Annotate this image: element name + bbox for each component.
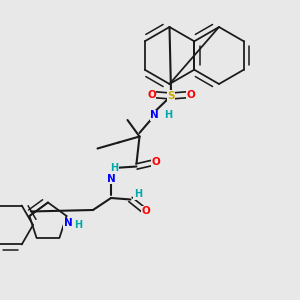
Text: H: H (110, 163, 118, 173)
Text: N: N (64, 218, 72, 229)
Text: O: O (152, 157, 160, 167)
Text: N: N (150, 110, 159, 121)
Text: H: H (164, 110, 172, 120)
Text: H: H (134, 189, 142, 199)
Text: O: O (141, 206, 150, 217)
Text: O: O (147, 89, 156, 100)
Text: S: S (167, 91, 175, 101)
Text: H: H (74, 220, 83, 230)
Text: O: O (186, 89, 195, 100)
Text: N: N (106, 173, 116, 184)
